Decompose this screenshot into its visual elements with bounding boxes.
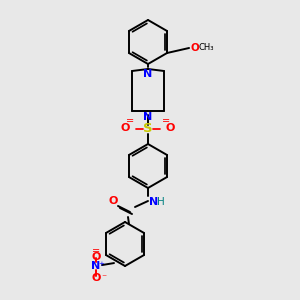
Text: O: O [121, 123, 130, 133]
Text: +: + [98, 261, 104, 267]
Text: =: = [92, 246, 100, 256]
Text: N: N [143, 69, 153, 79]
Text: ⁻: ⁻ [101, 273, 106, 283]
Text: O: O [108, 196, 118, 206]
Text: H: H [157, 197, 165, 207]
Text: O: O [91, 273, 101, 283]
Text: S: S [143, 122, 153, 136]
Text: O: O [190, 43, 199, 53]
Text: =: = [162, 116, 170, 126]
Text: N: N [92, 261, 100, 271]
Text: O: O [91, 252, 101, 262]
Text: N: N [143, 112, 153, 122]
Text: N: N [149, 197, 158, 207]
Text: CH₃: CH₃ [198, 43, 214, 52]
Text: O: O [166, 123, 175, 133]
Text: =: = [126, 116, 134, 126]
